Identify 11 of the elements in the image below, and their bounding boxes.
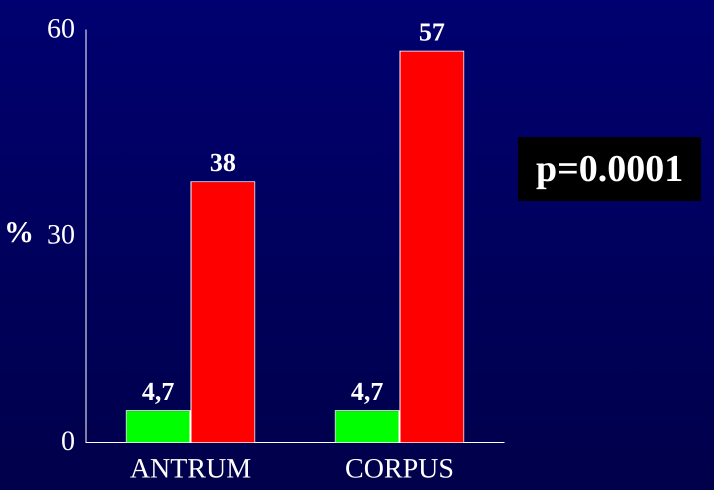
y-tick-label: 30: [47, 220, 75, 251]
y-tick-label: 0: [61, 426, 75, 457]
x-tick-label: ANTRUM: [130, 454, 252, 485]
y-tick-label: 60: [47, 13, 75, 44]
x-tick-label: CORPUS: [345, 454, 454, 485]
text: p=0.0001: [518, 137, 702, 201]
data-label: 38: [210, 148, 236, 177]
y-axis-title: %: [4, 216, 34, 250]
data-label: 4,7: [142, 376, 174, 406]
data-label: 4,7: [350, 376, 384, 406]
data-label: 57: [418, 17, 445, 46]
